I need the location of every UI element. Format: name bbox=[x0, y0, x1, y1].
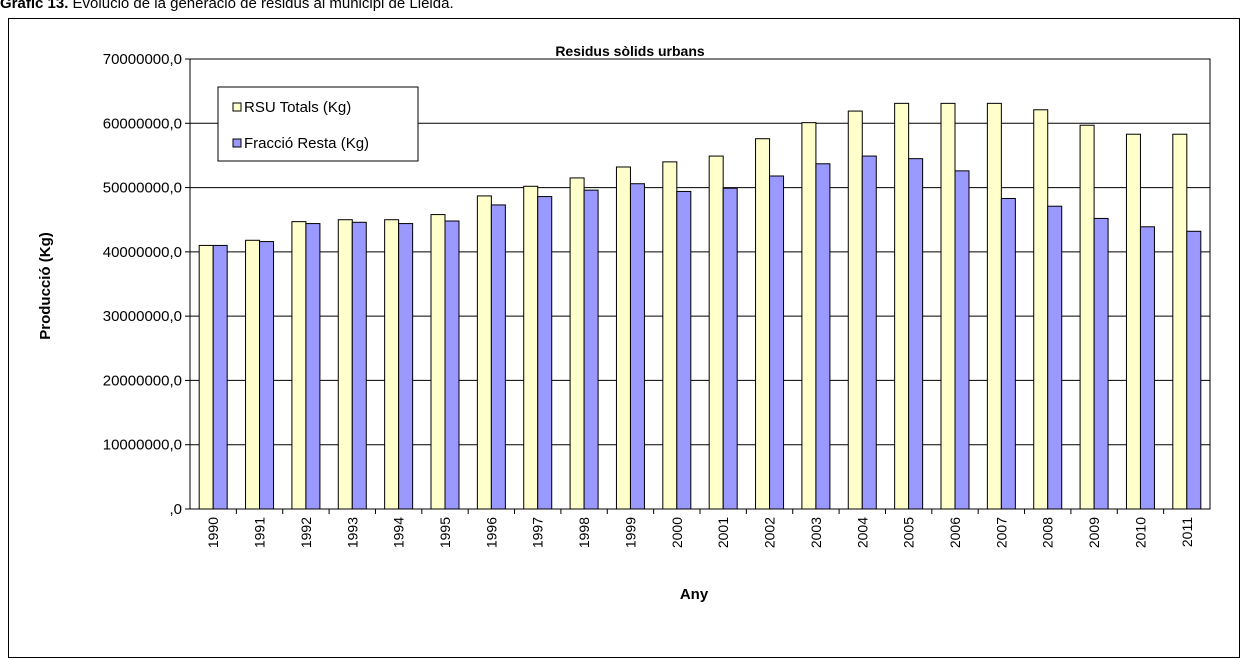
bar-rsu-totals bbox=[291, 221, 307, 510]
bar-rsu-totals bbox=[430, 214, 446, 510]
y-tick-label: ,0 bbox=[169, 501, 182, 518]
bar-fraccio-resta bbox=[1000, 198, 1016, 510]
x-tick-label: 2001 bbox=[715, 517, 731, 548]
bar-rsu-totals bbox=[662, 161, 678, 510]
x-tick-label: 1999 bbox=[622, 517, 638, 548]
x-tick-label: 2011 bbox=[1179, 517, 1195, 547]
bar-rsu-totals bbox=[986, 102, 1002, 510]
bar-rsu-totals bbox=[1172, 133, 1188, 510]
bar-fraccio-resta bbox=[1139, 226, 1155, 510]
bar-fraccio-resta bbox=[305, 223, 321, 510]
y-tick-label: 20000000,0 bbox=[103, 372, 182, 389]
x-tick-labels: 1990 1991 1992 1993 1994 1995 1996 1997 1998 1999… bbox=[205, 509, 1195, 548]
x-tick-label: 1991 bbox=[252, 517, 268, 548]
y-tick-label: 30000000,0 bbox=[103, 308, 182, 325]
x-tick-label: 1997 bbox=[530, 517, 546, 548]
bar-rsu-totals bbox=[894, 102, 910, 510]
x-tick-label: 2010 bbox=[1132, 517, 1148, 548]
bar-fraccio-resta bbox=[861, 155, 877, 510]
bar-fraccio-resta bbox=[398, 223, 414, 510]
bar-rsu-totals bbox=[1125, 133, 1141, 510]
y-tick-label: 10000000,0 bbox=[103, 437, 182, 454]
x-tick-label: 2009 bbox=[1086, 517, 1102, 548]
bar-fraccio-resta bbox=[676, 190, 692, 510]
bar-fraccio-resta bbox=[815, 163, 831, 510]
bar-rsu-totals bbox=[476, 195, 492, 510]
x-tick-label: 1995 bbox=[437, 517, 453, 548]
x-tick-label: 2000 bbox=[669, 517, 685, 548]
y-tick-label: 40000000,0 bbox=[103, 244, 182, 261]
bar-fraccio-resta bbox=[908, 158, 924, 510]
x-tick-label: 1990 bbox=[205, 517, 221, 548]
bar-fraccio-resta bbox=[351, 221, 367, 510]
x-tick-label: 1992 bbox=[298, 517, 314, 548]
figure-caption: Gràfic 13. Evolució de la generació de r… bbox=[0, 0, 454, 12]
x-axis-title: Any bbox=[680, 586, 709, 603]
bar-rsu-totals bbox=[523, 185, 539, 510]
x-tick-label: 1993 bbox=[344, 517, 360, 548]
caption-text: Evolució de la generació de residus al m… bbox=[68, 0, 454, 12]
bar-fraccio-resta bbox=[537, 196, 553, 510]
x-tick-label: 2006 bbox=[947, 517, 963, 548]
x-tick-label: 1996 bbox=[483, 517, 499, 548]
y-tick-label: 70000000,0 bbox=[103, 51, 182, 68]
bar-fraccio-resta bbox=[259, 241, 275, 510]
legend-label-rsu: RSU Totals (Kg) bbox=[244, 99, 351, 116]
caption-label: Gràfic 13. bbox=[0, 0, 69, 12]
x-tick-label: 1994 bbox=[391, 517, 407, 548]
y-tick-label: 50000000,0 bbox=[103, 180, 182, 197]
bar-fraccio-resta bbox=[1047, 205, 1063, 510]
x-tick-label: 2007 bbox=[993, 517, 1009, 548]
bar-rsu-totals bbox=[940, 102, 956, 510]
bar-rsu-totals bbox=[1079, 124, 1095, 510]
bar-rsu-totals bbox=[1033, 109, 1049, 510]
x-tick-label: 2003 bbox=[808, 517, 824, 548]
bar-rsu-totals bbox=[847, 110, 863, 510]
x-tick-label: 2002 bbox=[762, 517, 778, 548]
bar-fraccio-resta bbox=[1093, 217, 1109, 510]
legend-label-resta: Fracció Resta (Kg) bbox=[244, 135, 369, 152]
bar-rsu-totals bbox=[337, 219, 353, 510]
bar-fraccio-resta bbox=[629, 183, 645, 510]
legend-swatch-rsu bbox=[232, 102, 242, 112]
plot-area-border bbox=[189, 58, 1211, 510]
bar-fraccio-resta bbox=[769, 175, 785, 510]
bar-fraccio-resta bbox=[1186, 230, 1202, 510]
x-tick-label: 2004 bbox=[854, 517, 870, 548]
bar-rsu-totals bbox=[198, 244, 214, 510]
bar-fraccio-resta bbox=[490, 204, 506, 510]
y-axis-title: Producció (Kg) bbox=[37, 232, 54, 340]
y-tick-label: 60000000,0 bbox=[103, 115, 182, 132]
legend-swatch-resta bbox=[232, 138, 242, 148]
bar-fraccio-resta bbox=[722, 187, 738, 510]
bar-fraccio-resta bbox=[212, 244, 228, 510]
bar-rsu-totals bbox=[708, 155, 724, 510]
bar-rsu-totals bbox=[245, 239, 261, 510]
legend-box bbox=[217, 86, 419, 162]
x-tick-label: 2005 bbox=[901, 517, 917, 548]
x-tick-label: 1998 bbox=[576, 517, 592, 548]
bars bbox=[198, 102, 1202, 510]
bar-rsu-totals bbox=[569, 177, 585, 510]
bar-rsu-totals bbox=[384, 219, 400, 510]
bar-rsu-totals bbox=[755, 138, 771, 510]
bar-fraccio-resta bbox=[583, 189, 599, 510]
bar-rsu-totals bbox=[615, 166, 631, 510]
y-tick-labels: ,0 10000000,0 20000000,0 30000000,0 40000000… bbox=[103, 51, 182, 518]
bar-fraccio-resta bbox=[954, 170, 970, 510]
bar-rsu-totals bbox=[801, 122, 817, 510]
legend: RSU Totals (Kg) Fracció Resta (Kg) bbox=[217, 86, 419, 162]
x-tick-label: 2008 bbox=[1040, 517, 1056, 548]
chart-title: Residus sòlids urbans bbox=[555, 43, 705, 59]
bar-fraccio-resta bbox=[444, 220, 460, 510]
